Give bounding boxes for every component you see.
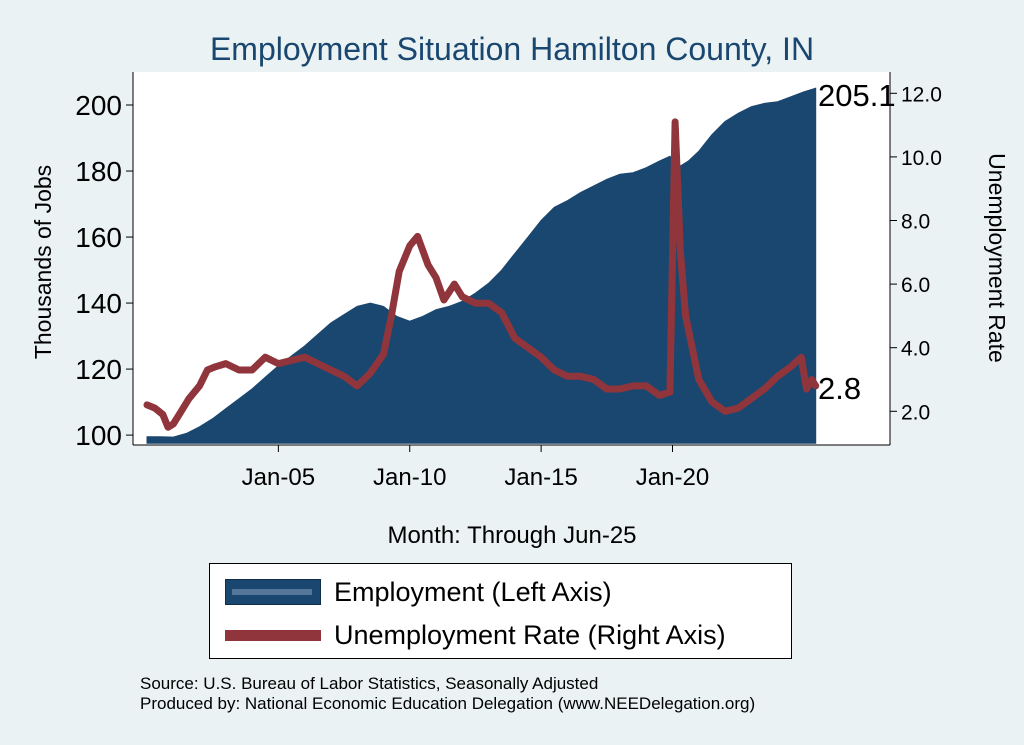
y-right-tick-label: 4.0 [901,338,930,361]
axes-layer: 100 120 140 160 180 200 2.0 4.0 6.0 8.0 10.0 12.0 Ja… [75,72,942,491]
unemployment-line-layer [143,118,820,431]
y-axis-right-label: Unemployment Rate [984,153,1010,363]
employment-area-layer [146,87,817,444]
footer-source: Source: U.S. Bureau of Labor Statistics,… [140,674,599,693]
employment-end-label: 205.1 [818,78,896,113]
x-tick-label: Jan-20 [636,464,709,491]
legend-label-employment: Employment (Left Axis) [334,577,612,607]
y-right-tick-label: 10.0 [901,147,942,170]
x-tick-label: Jan-05 [242,464,315,491]
x-axis-label: Month: Through Jun-25 [387,522,636,549]
y-left-tick-label: 140 [75,288,122,319]
unemployment-end-label: 2.8 [818,371,861,406]
y-axis-left-label: Thousands of Jobs [30,165,56,359]
footer-produced-by: Produced by: National Economic Education… [140,694,756,713]
legend: Employment (Left Axis) Unemployment Rate… [209,563,792,659]
y-left-tick-label: 180 [75,156,122,187]
legend-label-unemployment: Unemployment Rate (Right Axis) [334,620,726,650]
y-left-tick-label: 100 [75,420,122,451]
unemployment-line [143,118,820,431]
y-left-tick-label: 160 [75,222,122,253]
y-right-tick-label: 12.0 [901,83,942,106]
y-right-tick-label: 2.0 [901,401,930,424]
y-right-tick-label: 6.0 [901,274,930,297]
chart: Employment Situation Hamilton County, IN… [30,31,1010,549]
y-left-tick-label: 200 [75,90,122,121]
legend-swatch-unemployment [225,630,321,641]
x-tick-label: Jan-10 [373,464,446,491]
y-left-tick-label: 120 [75,354,122,385]
x-tick-label: Jan-15 [504,464,577,491]
chart-title: Employment Situation Hamilton County, IN [210,31,814,67]
y-right-tick-label: 8.0 [901,211,930,234]
employment-area [146,87,817,444]
legend-swatch-employment [225,579,321,605]
